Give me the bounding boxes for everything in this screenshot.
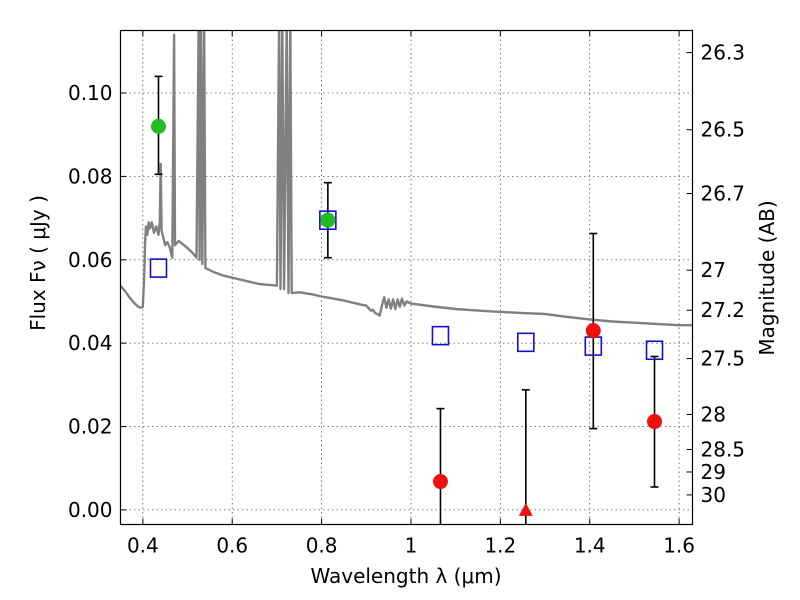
magnitude-tick-label: 27.5	[701, 347, 746, 371]
magnitude-tick-label: 29	[701, 460, 726, 484]
magnitude-tick-label: 27	[701, 258, 726, 282]
x-tick-label: 1.4	[574, 534, 606, 558]
markers-layer	[149, 118, 664, 516]
x-tick-label: 0.6	[216, 534, 248, 558]
red-data-point	[432, 474, 448, 490]
plot-frame	[119, 29, 694, 526]
magnitude-tick-label: 26.5	[701, 118, 746, 142]
model-photometry-square	[517, 332, 535, 353]
green-data-point	[320, 212, 336, 228]
magnitude-tick-label: 28	[701, 402, 726, 426]
magnitude-tick-label: 28.5	[701, 437, 746, 461]
red-triangle-point	[518, 502, 533, 516]
y-tick-label: 0.00	[68, 498, 113, 522]
x-tick-label: 0.8	[306, 534, 338, 558]
y-tick-label: 0.02	[68, 415, 113, 439]
magnitude-tick-label: 26.7	[701, 181, 746, 205]
model-photometry-square	[431, 325, 450, 346]
model-photometry-square	[645, 340, 664, 361]
y-tick-label: 0.04	[68, 331, 113, 355]
y-tick-label: 0.08	[68, 164, 113, 188]
x-tick-label: 1	[405, 534, 418, 558]
red-data-point	[647, 414, 663, 430]
x-tick-label: 0.4	[127, 534, 159, 558]
model-spectrum-line	[120, 30, 693, 327]
grid-lines	[120, 30, 693, 525]
magnitude-axis-label: Magnitude (AB)	[755, 200, 779, 355]
x-tick-label: 1.6	[663, 534, 695, 558]
magnitude-tick-label: 27.2	[701, 298, 746, 322]
magnitude-tick-label: 30	[701, 483, 726, 507]
model-spectrum-layer	[120, 30, 693, 327]
model-photometry-square	[149, 258, 168, 278]
x-axis-label: Wavelength λ (μm)	[310, 564, 501, 588]
y-tick-label: 0.06	[68, 248, 113, 272]
y-axis-label: Flux Fν ( μJy )	[26, 195, 50, 331]
x-tick-label: 1.2	[484, 534, 516, 558]
magnitude-tick-label: 26.3	[701, 41, 746, 65]
green-data-point	[150, 118, 166, 134]
red-data-point	[585, 323, 601, 339]
y-tick-label: 0.10	[68, 81, 113, 105]
model-photometry-square	[319, 210, 337, 230]
ticks-layer: 0.4 0.6 0.8 1 1.2 1.4 1.6 0.00 0.02 0.04 0.06 0.08 0…	[68, 30, 746, 558]
